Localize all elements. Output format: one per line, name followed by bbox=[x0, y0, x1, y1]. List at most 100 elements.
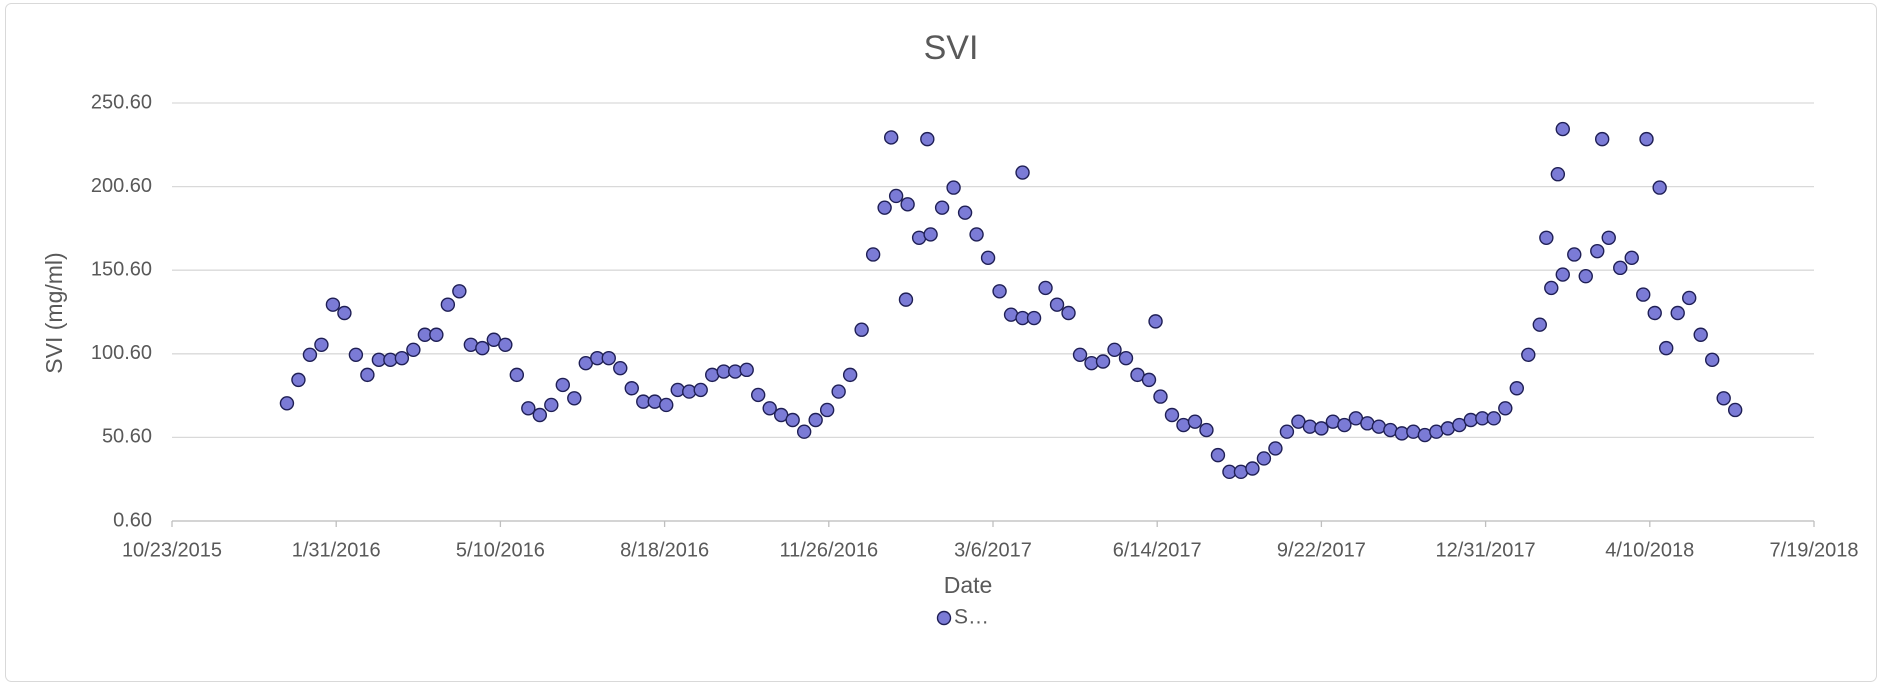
x-tick-label: 8/18/2016 bbox=[620, 539, 709, 561]
point bbox=[1141, 372, 1157, 388]
point bbox=[555, 377, 570, 393]
point bbox=[1555, 121, 1570, 137]
point bbox=[796, 424, 812, 439]
y-tick-label: 100.60 bbox=[91, 342, 152, 364]
point bbox=[1118, 350, 1134, 366]
legend: S… bbox=[936, 606, 989, 629]
point bbox=[475, 340, 490, 356]
point bbox=[1544, 280, 1559, 296]
point bbox=[1639, 131, 1654, 147]
point bbox=[1038, 280, 1053, 296]
point bbox=[923, 227, 938, 242]
x-tick-label: 7/19/2018 bbox=[1770, 539, 1859, 561]
point bbox=[1337, 417, 1352, 433]
point bbox=[1636, 287, 1651, 302]
y-tick-label: 50.60 bbox=[102, 426, 152, 448]
point bbox=[1026, 310, 1042, 326]
point bbox=[624, 381, 639, 396]
point bbox=[1716, 391, 1731, 406]
point bbox=[888, 188, 904, 204]
point bbox=[498, 337, 513, 352]
point bbox=[739, 362, 754, 378]
point bbox=[957, 205, 973, 220]
point bbox=[808, 412, 823, 428]
y-tick-label: 200.60 bbox=[91, 175, 152, 197]
point bbox=[1049, 297, 1065, 312]
point bbox=[337, 305, 352, 321]
point bbox=[394, 350, 410, 366]
marks bbox=[279, 121, 1743, 480]
x-tick-label: 3/6/2017 bbox=[954, 539, 1032, 561]
legend-marker bbox=[936, 610, 952, 626]
y-tick-label: 0.60 bbox=[113, 509, 152, 531]
point bbox=[762, 401, 777, 416]
point bbox=[406, 342, 421, 357]
point bbox=[842, 367, 858, 383]
point bbox=[1539, 230, 1554, 245]
x-axis-label: Date bbox=[944, 572, 993, 598]
point bbox=[1509, 381, 1524, 396]
point bbox=[1268, 441, 1283, 456]
point bbox=[750, 387, 766, 403]
point bbox=[865, 247, 881, 262]
point bbox=[314, 337, 329, 352]
point bbox=[992, 284, 1007, 299]
point bbox=[1590, 243, 1605, 259]
point bbox=[1727, 402, 1743, 418]
point bbox=[567, 391, 582, 406]
point bbox=[1153, 389, 1168, 404]
point bbox=[1072, 347, 1088, 363]
point bbox=[1601, 230, 1616, 245]
point bbox=[360, 367, 375, 383]
point bbox=[1578, 269, 1593, 284]
point bbox=[980, 250, 996, 266]
y-tick-label: 250.60 bbox=[91, 91, 152, 113]
point bbox=[291, 372, 306, 388]
point bbox=[1693, 327, 1708, 342]
point bbox=[613, 360, 628, 376]
point bbox=[1624, 250, 1639, 266]
x-tick-label: 4/10/2018 bbox=[1605, 539, 1694, 561]
point bbox=[1498, 401, 1513, 416]
point bbox=[1245, 461, 1260, 476]
point bbox=[693, 382, 708, 398]
point bbox=[279, 396, 295, 411]
x-tick-label: 9/22/2017 bbox=[1277, 539, 1366, 561]
x-tick-label: 12/31/2017 bbox=[1436, 539, 1536, 561]
point bbox=[1670, 305, 1685, 321]
point bbox=[440, 297, 456, 312]
grid bbox=[171, 102, 1815, 527]
point bbox=[601, 350, 616, 366]
y-axis-label: SVI (mg/ml) bbox=[41, 252, 67, 373]
point bbox=[1256, 451, 1272, 466]
point bbox=[1659, 340, 1674, 356]
point bbox=[819, 402, 835, 418]
point bbox=[1682, 290, 1697, 306]
point bbox=[1647, 305, 1662, 321]
point bbox=[854, 322, 869, 337]
point bbox=[452, 284, 467, 299]
point bbox=[302, 347, 318, 363]
point bbox=[509, 367, 525, 383]
point bbox=[877, 200, 892, 215]
x-tick-label: 11/26/2016 bbox=[779, 539, 878, 561]
point bbox=[883, 130, 899, 145]
point bbox=[1164, 407, 1180, 423]
point bbox=[1486, 411, 1502, 426]
point bbox=[1279, 424, 1295, 439]
point bbox=[785, 412, 800, 428]
point bbox=[348, 347, 364, 363]
point bbox=[429, 327, 444, 342]
point bbox=[1550, 167, 1566, 182]
point bbox=[1314, 421, 1329, 436]
point bbox=[1095, 354, 1111, 369]
point bbox=[325, 297, 341, 312]
point bbox=[831, 384, 846, 399]
point bbox=[946, 180, 961, 195]
point bbox=[1532, 317, 1547, 332]
point bbox=[1613, 260, 1628, 276]
point bbox=[521, 401, 536, 416]
chart-title: SVI bbox=[924, 29, 979, 67]
point bbox=[1521, 347, 1536, 363]
